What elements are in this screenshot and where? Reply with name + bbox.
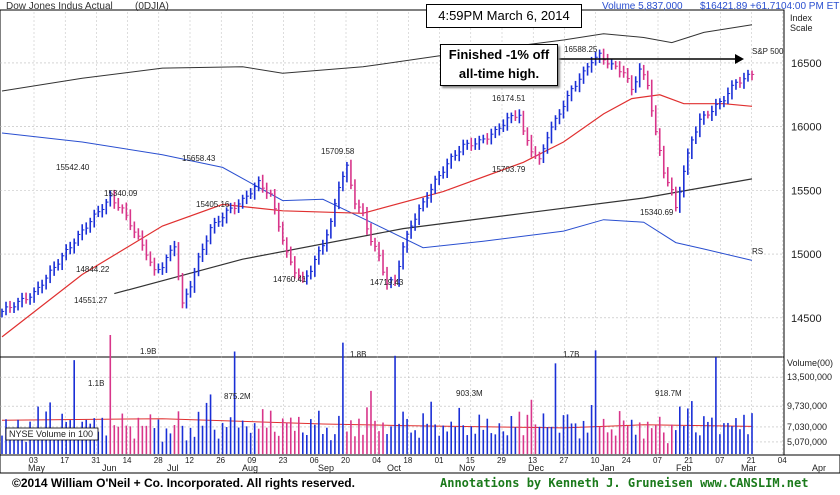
header-price: $16421.89 +61.71: [700, 1, 781, 12]
date-tick-label: 26: [216, 456, 225, 465]
volume-tick-label: 5,070,000: [787, 437, 827, 447]
volume-axis-label: Volume(00): [787, 358, 833, 368]
date-tick-label: 23: [279, 456, 288, 465]
labels-layer: 14500 15000 15500 16000 16500 13,500,000 9,730…: [28, 45, 832, 473]
index-scale-label: Index: [790, 13, 813, 23]
price-point-label: 15405.16: [196, 200, 230, 209]
price-point-label: 14760.41: [273, 275, 307, 284]
rs-line: [1, 132, 753, 261]
date-tick-label: 20: [341, 456, 350, 465]
date-tick-label: 17: [60, 456, 69, 465]
ticker-symbol: (0DJIA): [135, 1, 169, 12]
date-tick-label: 24: [622, 456, 631, 465]
month-label: Jan: [600, 463, 615, 473]
price-point-label: 15340.69: [640, 208, 674, 217]
price-tick-label: 16000: [791, 122, 822, 134]
date-tick-label: 04: [778, 456, 787, 465]
price-point-label: 14844.22: [76, 265, 110, 274]
month-label: Feb: [676, 463, 692, 473]
date-tick-label: 07: [715, 456, 724, 465]
price-point-label: 15340.09: [104, 189, 138, 198]
date-tick-label: 15: [466, 456, 475, 465]
price-point-label: 16174.51: [492, 94, 526, 103]
nyse-volume-label: NYSE Volume in 100: [9, 429, 93, 439]
volume-tick-label: 9,730,000: [787, 401, 827, 411]
volume-point-label: 1.7B: [563, 350, 579, 359]
annotations-credit: Annotations by Kenneth J. Gruneisen www.…: [440, 476, 809, 490]
date-tick-label: 29: [497, 456, 506, 465]
date-strip: [0, 454, 840, 474]
month-label: Apr: [812, 463, 826, 473]
price-point-label: 14551.27: [74, 296, 108, 305]
header-time: 04:00 PM ET: [781, 1, 839, 12]
date-tick-label: 21: [684, 456, 693, 465]
sp500-label: S&P 500: [752, 47, 784, 56]
annotation-box: Finished -1% off all-time high.: [440, 44, 558, 86]
date-tick-label: 27: [559, 456, 568, 465]
volume-point-label: 875.2M: [224, 392, 251, 401]
ma50-line: [1, 94, 753, 338]
price-point-label: 14719.43: [370, 278, 404, 287]
date-tick-label: 07: [653, 456, 662, 465]
price-bars: [1, 48, 755, 318]
volume-point-label: 1.1B: [88, 379, 104, 388]
date-tick-label: 03: [29, 456, 38, 465]
price-panel: [0, 9, 785, 358]
annotation-line-1: Finished -1% off: [448, 47, 550, 62]
price-point-label: 16588.25: [564, 45, 598, 54]
date-tick-label: 28: [154, 456, 163, 465]
index-scale-label-2: Scale: [790, 23, 813, 33]
date-tick-label: 18: [403, 456, 412, 465]
month-label: Jul: [167, 463, 179, 473]
date-tick-label: 09: [247, 456, 256, 465]
timestamp-box: 4:59PM March 6, 2014: [426, 4, 582, 28]
volume-point-label: 903.3M: [456, 389, 483, 398]
month-label: Aug: [242, 463, 258, 473]
chart-title: Dow Jones Indus Actual: [6, 1, 113, 12]
date-tick-label: 13: [528, 456, 537, 465]
date-tick-label: 31: [91, 456, 100, 465]
date-tick-label: 14: [123, 456, 132, 465]
date-tick-label: 21: [747, 456, 756, 465]
price-tick-label: 14500: [791, 313, 822, 325]
date-tick-label: 12: [185, 456, 194, 465]
price-point-label: 15703.79: [492, 165, 526, 174]
price-tick-label: 15000: [791, 249, 822, 261]
price-tick-label: 15500: [791, 185, 822, 197]
month-label: May: [28, 463, 46, 473]
price-point-label: 15709.58: [321, 147, 355, 156]
price-point-label: 15542.40: [56, 163, 90, 172]
ma200-line: [114, 178, 753, 295]
volume-point-label: 918.7M: [655, 389, 682, 398]
rs-label: RS: [752, 247, 763, 256]
copyright-footer: ©2014 William O'Neil + Co. Incorporated.…: [12, 476, 355, 490]
header-volume: Volume 5,837,000: [602, 1, 683, 12]
month-label: Dec: [528, 463, 545, 473]
month-label: Sep: [318, 463, 334, 473]
month-label: Mar: [741, 463, 757, 473]
annotation-line-2: all-time high.: [458, 66, 540, 81]
date-tick-label: 10: [591, 456, 600, 465]
date-tick-label: 04: [372, 456, 381, 465]
month-label: Nov: [459, 463, 476, 473]
volume-tick-label: 7,030,000: [787, 422, 827, 432]
nyse-volume-box: [5, 427, 99, 441]
volume-point-label: 1.9B: [140, 347, 156, 356]
volume-point-label: 1.8B: [350, 350, 366, 359]
month-label: Oct: [387, 463, 402, 473]
price-tick-label: 16500: [791, 58, 822, 70]
date-tick-label: 01: [435, 456, 444, 465]
annotation-arrowhead: [735, 54, 744, 64]
date-tick-label: 06: [310, 456, 319, 465]
volume-tick-label: 13,500,000: [787, 372, 832, 382]
month-label: Jun: [102, 463, 117, 473]
price-point-label: 15658.43: [182, 154, 216, 163]
